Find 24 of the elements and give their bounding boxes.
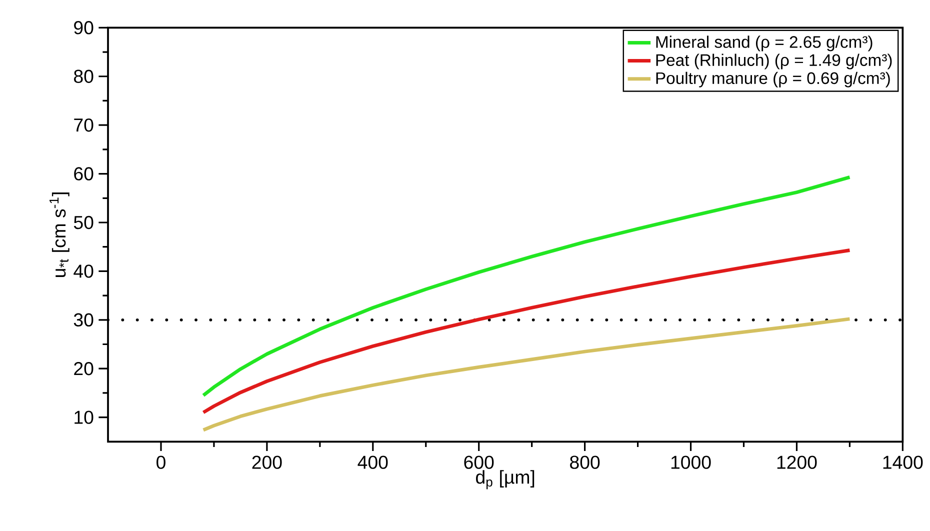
- x-tick-label: 800: [570, 456, 600, 469]
- y-tick-label: 20: [74, 362, 94, 376]
- x-tick-label: 600: [464, 456, 494, 469]
- x-tick-label: 1000: [671, 456, 711, 469]
- y-tick-label: 10: [74, 410, 94, 424]
- y-tick-label: 90: [74, 21, 94, 34]
- line-series: [202, 248, 852, 414]
- y-tick-label: 40: [74, 264, 94, 278]
- y-tick-label: 50: [74, 216, 94, 230]
- x-tick-label: 400: [358, 456, 388, 469]
- legend-label: Poultry manure (ρ = 0.69 g/cm³): [656, 72, 890, 88]
- legend-label: Mineral sand (ρ = 2.65 g/cm³): [656, 36, 872, 52]
- line-series: [202, 175, 852, 398]
- y-tick-label: 70: [74, 118, 94, 132]
- x-axis-title: d$_{p}$ [µm]: [476, 470, 534, 490]
- y-axis-title: u$_{*t}$ [cm s$^{-1}$]: [50, 192, 70, 277]
- y-tick-label: 30: [74, 313, 94, 327]
- y-tick-label: 80: [74, 70, 94, 83]
- legend-label: Peat (Rhinluch) (ρ = 1.49 g/cm³): [656, 54, 892, 70]
- x-tick-label: 1200: [777, 456, 817, 469]
- x-tick-label: 0: [156, 456, 166, 469]
- x-tick-label: 200: [252, 456, 282, 469]
- x-tick-label: 1400: [883, 456, 923, 469]
- y-tick-label: 60: [74, 167, 94, 180]
